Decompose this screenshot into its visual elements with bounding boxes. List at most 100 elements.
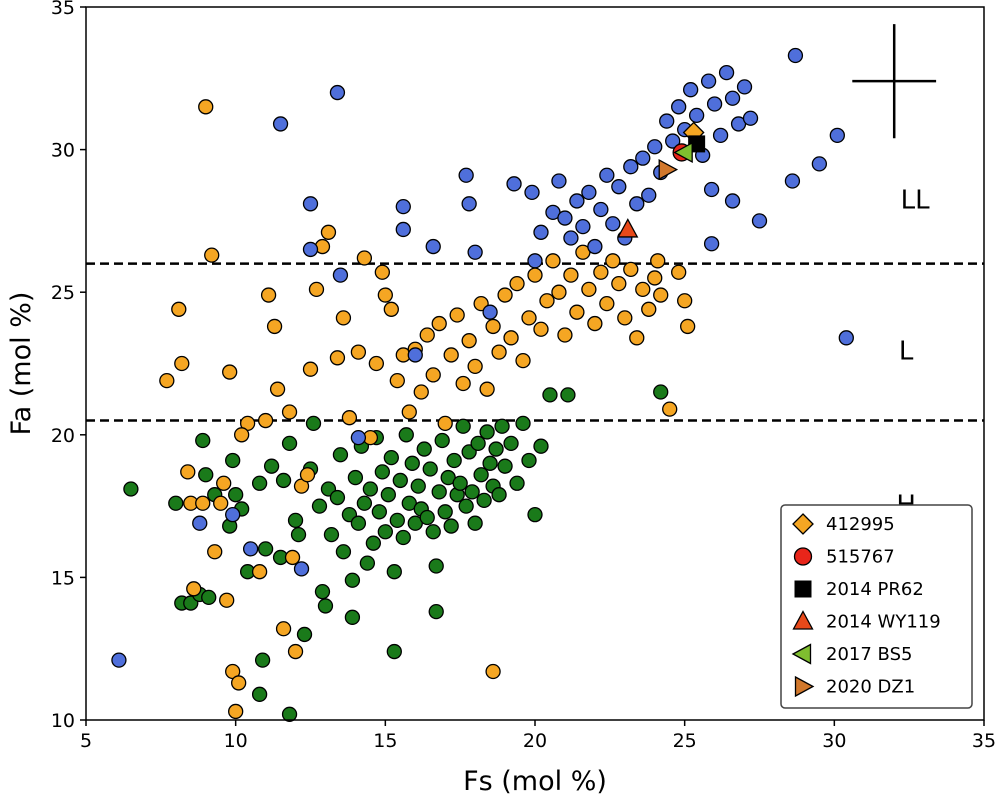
data-point (293, 561, 310, 577)
data-point (335, 544, 352, 560)
data-point (407, 347, 423, 363)
y-tick-label: 35 (51, 0, 75, 19)
data-point (503, 435, 519, 452)
data-point (784, 173, 801, 189)
data-point (647, 270, 663, 286)
data-point (344, 609, 361, 625)
data-point (742, 110, 759, 126)
data-point (515, 415, 531, 432)
data-point (431, 484, 447, 500)
data-point (281, 404, 298, 420)
data-point (419, 509, 435, 526)
data-point (374, 264, 390, 280)
legend-label: 2020 DZ1 (826, 677, 915, 698)
data-point (509, 475, 525, 491)
data-point (461, 333, 477, 349)
data-point (641, 187, 657, 203)
data-point (680, 318, 696, 335)
data-point (428, 603, 444, 620)
data-point (491, 487, 507, 503)
y-tick-label: 30 (51, 140, 75, 162)
data-point (455, 418, 471, 434)
data-point (123, 481, 139, 497)
data-point (368, 355, 385, 372)
data-point (533, 438, 549, 454)
data-point (703, 236, 720, 252)
data-point (476, 492, 492, 509)
data-point (374, 464, 390, 480)
legend-box (780, 504, 973, 709)
data-point (317, 598, 334, 614)
data-point (452, 475, 468, 491)
data-point (171, 301, 187, 317)
data-point (461, 196, 477, 212)
data-point (275, 472, 292, 489)
x-tick-label: 30 (822, 730, 846, 752)
data-point (365, 535, 382, 551)
data-point (180, 464, 196, 480)
data-point (533, 321, 549, 337)
plot-layer: LLLH (86, 24, 984, 722)
data-point (395, 221, 411, 238)
data-point (287, 643, 304, 660)
data-point (341, 410, 358, 426)
data-point (219, 592, 235, 608)
data-point (437, 504, 453, 520)
data-point (356, 250, 373, 266)
asteroid-point (617, 218, 639, 238)
data-point (332, 447, 349, 463)
region-label: L (899, 337, 914, 367)
y-tick-label: 25 (51, 282, 75, 304)
data-point (213, 495, 229, 511)
data-point (257, 412, 274, 429)
data-point (467, 358, 483, 375)
data-point (551, 173, 567, 189)
data-point (443, 347, 459, 363)
data-point (395, 198, 411, 215)
data-point (581, 281, 597, 297)
data-point (671, 99, 687, 115)
data-point (491, 344, 507, 360)
data-point (344, 572, 361, 588)
x-tick-label: 15 (373, 730, 397, 752)
data-point (416, 441, 432, 457)
data-point (662, 401, 678, 417)
data-point (470, 435, 486, 452)
data-point (458, 167, 474, 183)
data-point (272, 116, 289, 132)
data-point (296, 626, 313, 643)
legend-label: 2014 PR62 (826, 579, 924, 600)
y-tick-label: 15 (51, 567, 75, 589)
data-point (257, 541, 274, 557)
data-point (347, 469, 364, 486)
data-point (350, 515, 367, 531)
data-point (251, 564, 268, 580)
data-point (569, 304, 585, 320)
data-point (228, 487, 244, 503)
data-point (186, 581, 202, 597)
data-point (677, 293, 693, 309)
legend-label: 2014 WY119 (826, 612, 941, 633)
data-point (332, 267, 349, 283)
data-point (455, 375, 471, 392)
legend-label: 412995 (826, 514, 895, 535)
data-point (168, 495, 184, 511)
data-point (718, 64, 735, 81)
data-point (251, 686, 268, 702)
data-point (569, 193, 585, 209)
data-point (371, 504, 387, 520)
legend-label: 515767 (826, 547, 895, 568)
data-point (174, 355, 190, 372)
data-point (521, 452, 537, 469)
data-point (323, 526, 340, 543)
asteroid-point (673, 141, 693, 164)
data-point (458, 498, 474, 514)
data-point (467, 515, 483, 531)
y-tick-label: 20 (51, 425, 75, 447)
data-point (473, 467, 489, 483)
data-point (386, 643, 402, 660)
data-point (302, 196, 319, 212)
data-point (392, 472, 408, 489)
data-point (560, 387, 576, 403)
